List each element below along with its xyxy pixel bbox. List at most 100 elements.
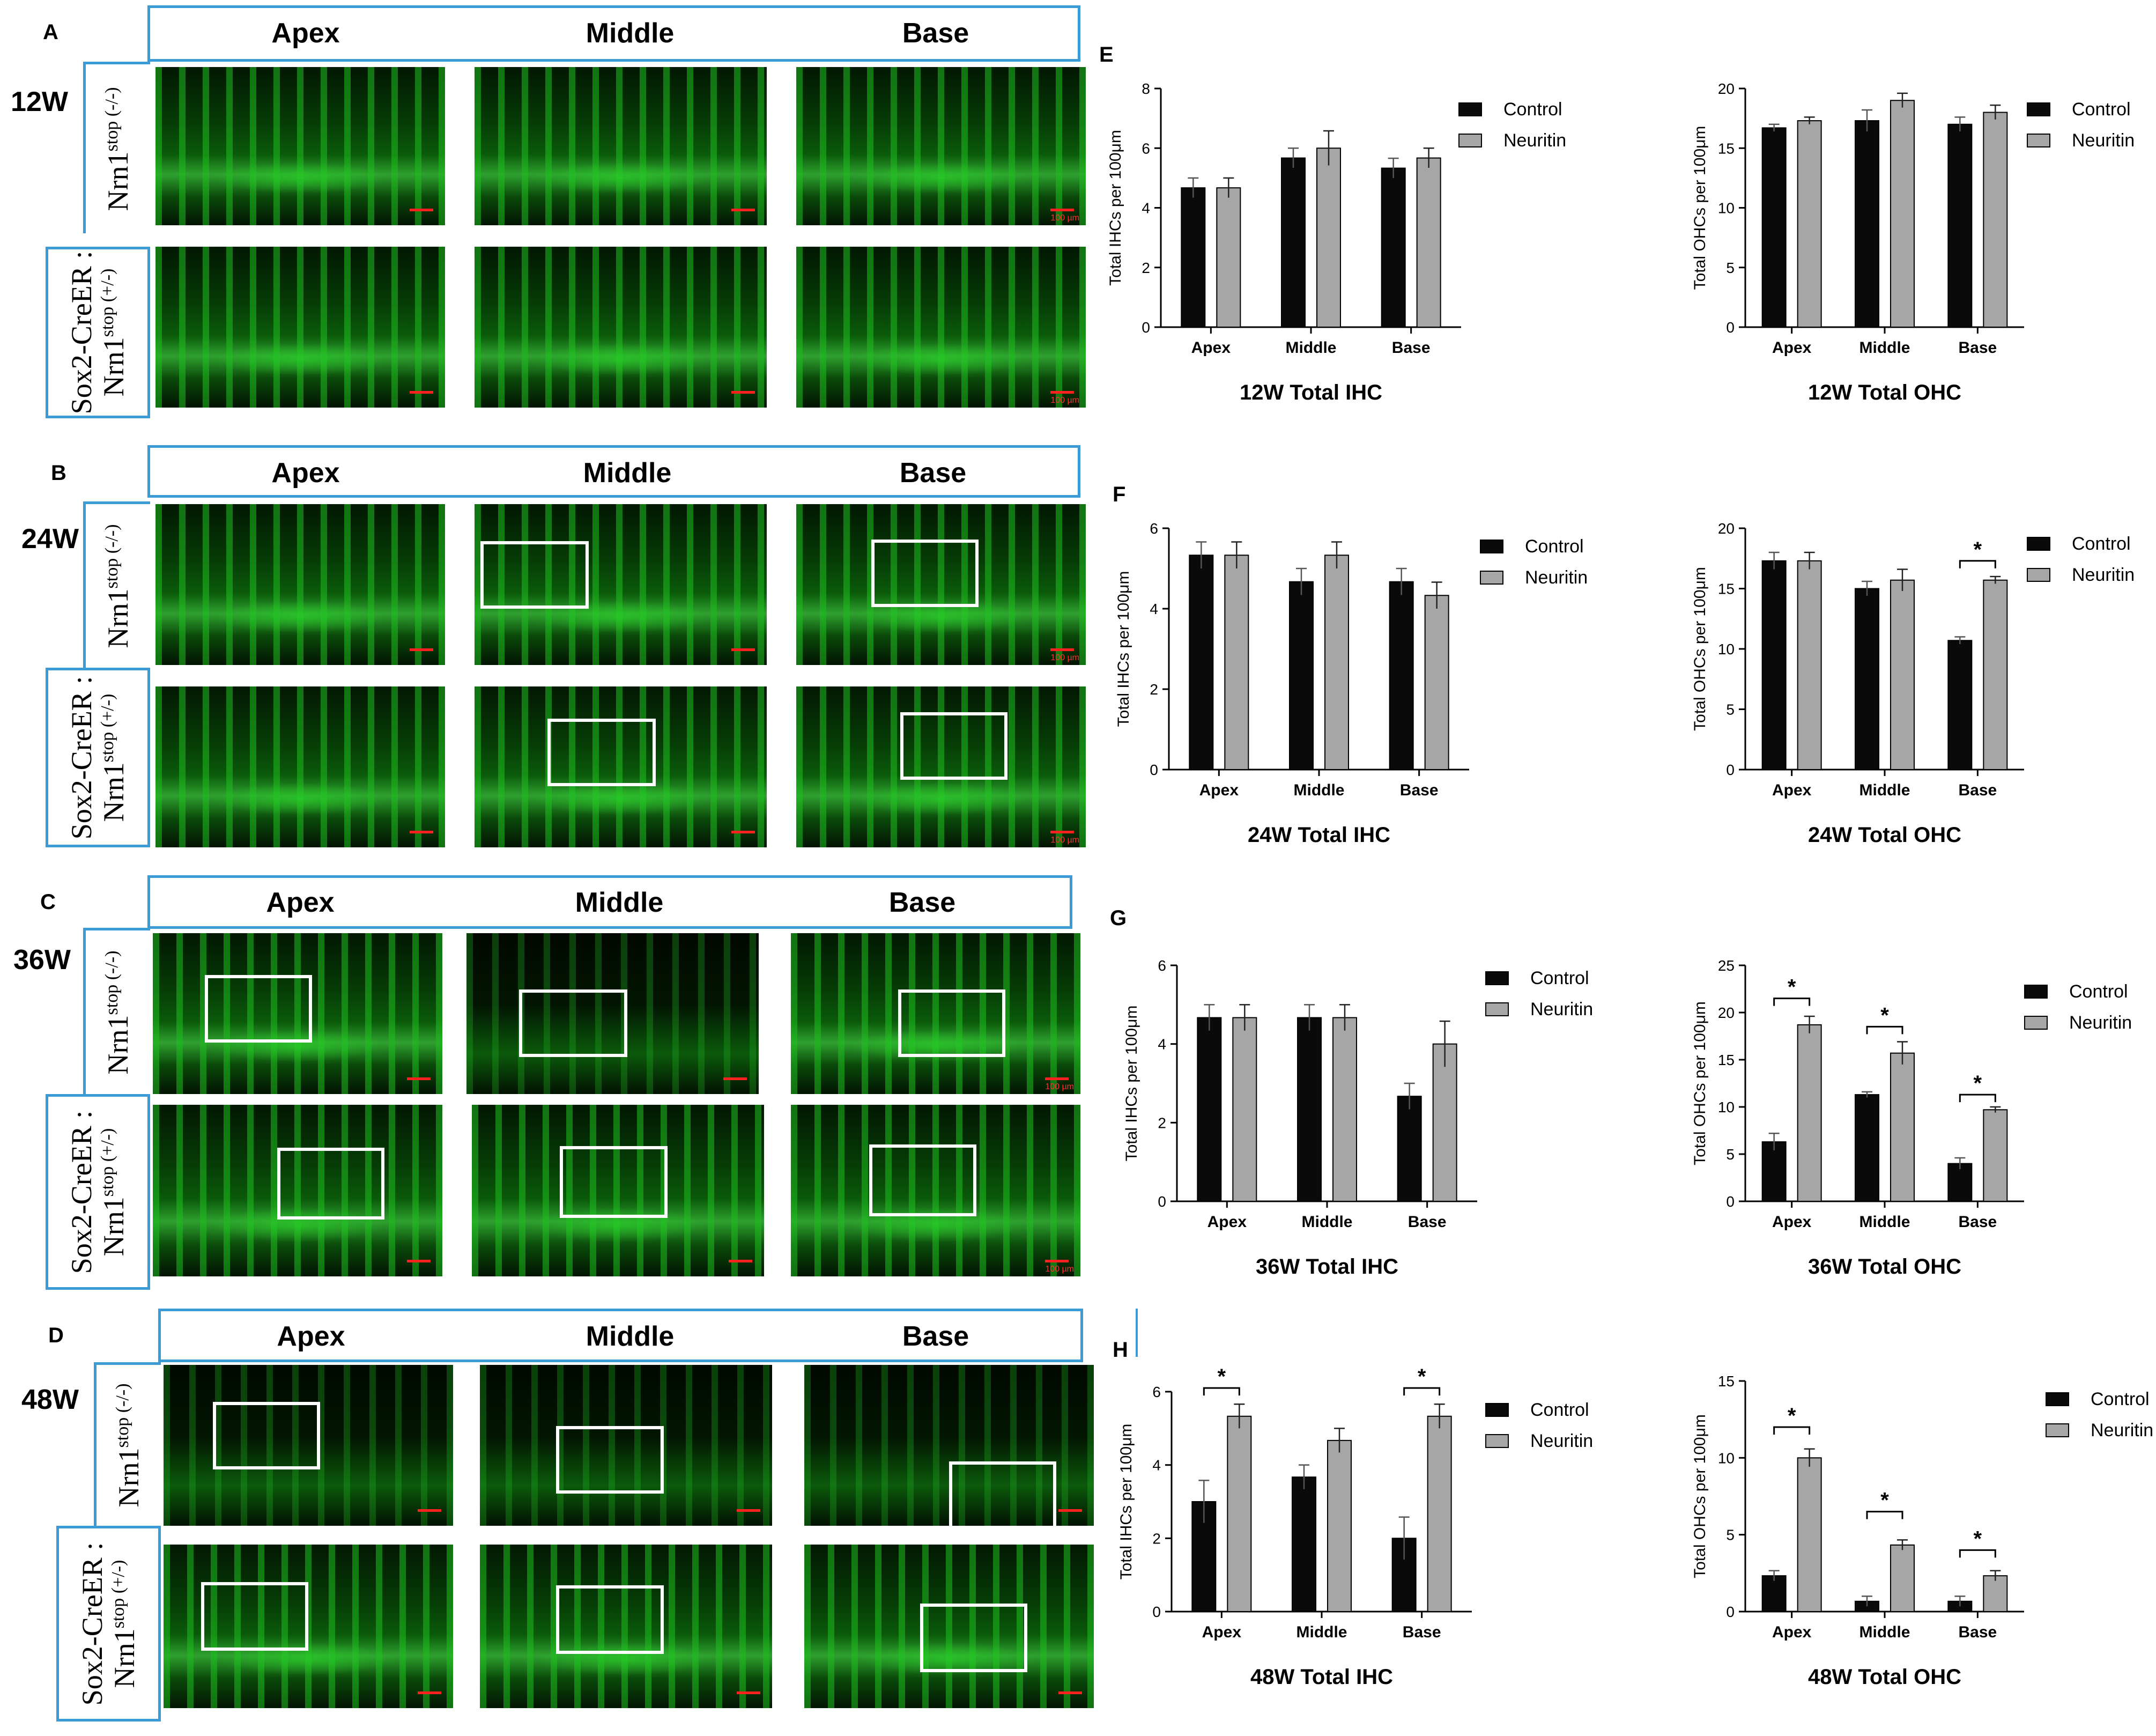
confocal-image-middle [480,1545,772,1708]
confocal-image-base [804,1365,1094,1526]
genotype-gene: Nrn1 [98,1196,130,1256]
scale-bar [729,1260,752,1262]
chart-legend: Control Neuritin [1485,963,1593,1025]
x-tick-label: Middle [1294,781,1345,799]
y-tick-label: 0 [1152,1604,1161,1620]
bar-control [1381,167,1406,328]
x-tick-label: Middle [1286,339,1337,357]
legend-label: Control [2072,534,2131,554]
legend-swatch [2027,102,2050,116]
region-header-base: Base [902,18,969,49]
bar-control [1197,1017,1222,1202]
y-tick-label: 4 [1152,1457,1161,1474]
bar-chart: 0 2 4 6 8 Total IHCs per 100μm Apex Middle Base 1… [1107,80,1461,404]
x-tick-label: Middle [1859,339,1910,357]
roi-box [559,1146,668,1218]
legend-label: Neuritin [2069,1013,2132,1033]
bar-neuritin [1316,147,1341,328]
legend-swatch [2027,537,2050,551]
scale-bar [410,209,433,211]
legend-swatch [1485,971,1509,985]
y-axis-label: Total IHCs per 100μm [1115,571,1132,727]
y-tick-label: 2 [1142,260,1150,276]
bar-control [1289,581,1314,770]
legend-label: Neuritin [1530,1431,1594,1451]
bar-neuritin [1216,187,1241,328]
bar-control [1855,1094,1879,1202]
y-tick-label: 0 [1726,319,1735,336]
y-tick-label: 10 [1718,641,1735,658]
bar-control [1397,1096,1422,1202]
week-label: 24W [21,523,79,555]
roi-box [898,989,1005,1057]
genotype-gene: Nrn1 [101,151,134,211]
genotype-zygosity: (+/-) [108,1560,128,1598]
significance-star: * [1788,1404,1796,1428]
scale-bar [1058,1509,1082,1512]
legend-label: Neuritin [2072,565,2135,585]
significance-bracket [1959,560,1996,568]
genotype-zygosity: (-/-) [101,950,122,985]
bar-control [1947,123,1973,328]
roi-box [871,540,979,607]
genotype-label-knockout: Nrn1stop (-/-) [94,1362,161,1526]
y-axis-label: Total OHCs per 100μm [1691,567,1709,731]
confocal-image-middle [475,686,767,847]
legend-label: Control [2091,1389,2150,1409]
y-tick-label: 0 [1142,319,1150,336]
chart-legend: Control Neuritin [1458,94,1566,156]
bar-neuritin [1797,1457,1822,1612]
genotype-allele: stop [101,558,122,588]
confocal-image-apex [153,1105,442,1276]
roi-box [212,1402,320,1469]
y-tick-label: 8 [1142,80,1150,97]
roi-box [201,1582,308,1651]
chart-title: 12W Total OHC [1808,381,1961,404]
bar-control [1761,1575,1787,1612]
bar-neuritin [1890,1544,1915,1612]
region-header-frame [147,445,1080,498]
genotype-label-sox2-creer: Sox2-CreER : Nrn1stop (+/-) [46,1094,150,1290]
bar-neuritin [1797,1024,1822,1202]
x-tick-label: Middle [1859,1623,1910,1641]
significance-bracket [1959,1094,1996,1103]
roi-box [949,1461,1056,1526]
roi-box [547,719,656,786]
chart-legend: Control Neuritin [2046,1384,2153,1446]
x-tick-label: Base [1958,1213,1997,1231]
legend-item: Neuritin [2046,1415,2153,1446]
legend-label: Control [1530,1400,1589,1420]
significance-star: * [1974,538,1982,562]
y-tick-label: 10 [1718,200,1735,217]
y-tick-label: 15 [1718,1373,1735,1390]
genotype-label-knockout: Nrn1stop (-/-) [83,928,150,1094]
roi-box [920,1603,1027,1672]
genotype-allele: stop [101,984,122,1015]
legend-label: Control [1525,536,1584,557]
genotype-label-sox2-creer: Sox2-CreER : Nrn1stop (+/-) [46,668,150,847]
significance-bracket [1866,1511,1903,1519]
roi-box [519,989,627,1057]
region-header-middle: Middle [586,18,675,49]
scale-bar [1058,1691,1082,1694]
panel-letter-a: A [43,20,58,44]
scale-bar [737,1691,760,1694]
scale-bar [731,209,755,211]
scale-bar [731,391,755,394]
y-axis-label: Total IHCs per 100μm [1107,130,1124,286]
bar-neuritin [1797,560,1822,770]
region-header-apex: Apex [271,18,340,49]
bar-neuritin [1332,1017,1357,1202]
scale-bar [1050,209,1074,211]
genotype-driver: Sox2-CreER : [65,1110,98,1274]
y-tick-label: 15 [1718,1052,1735,1068]
panel-letter-c: C [40,890,56,914]
bar-control [1761,1141,1787,1202]
y-tick-label: 2 [1150,681,1158,698]
confocal-image-apex [164,1545,453,1708]
legend-item: Neuritin [2024,1007,2132,1038]
region-header-base: Base [902,1321,969,1352]
y-tick-label: 6 [1152,1384,1161,1400]
legend-item: Control [1485,1394,1593,1425]
x-tick-label: Base [1408,1213,1447,1231]
